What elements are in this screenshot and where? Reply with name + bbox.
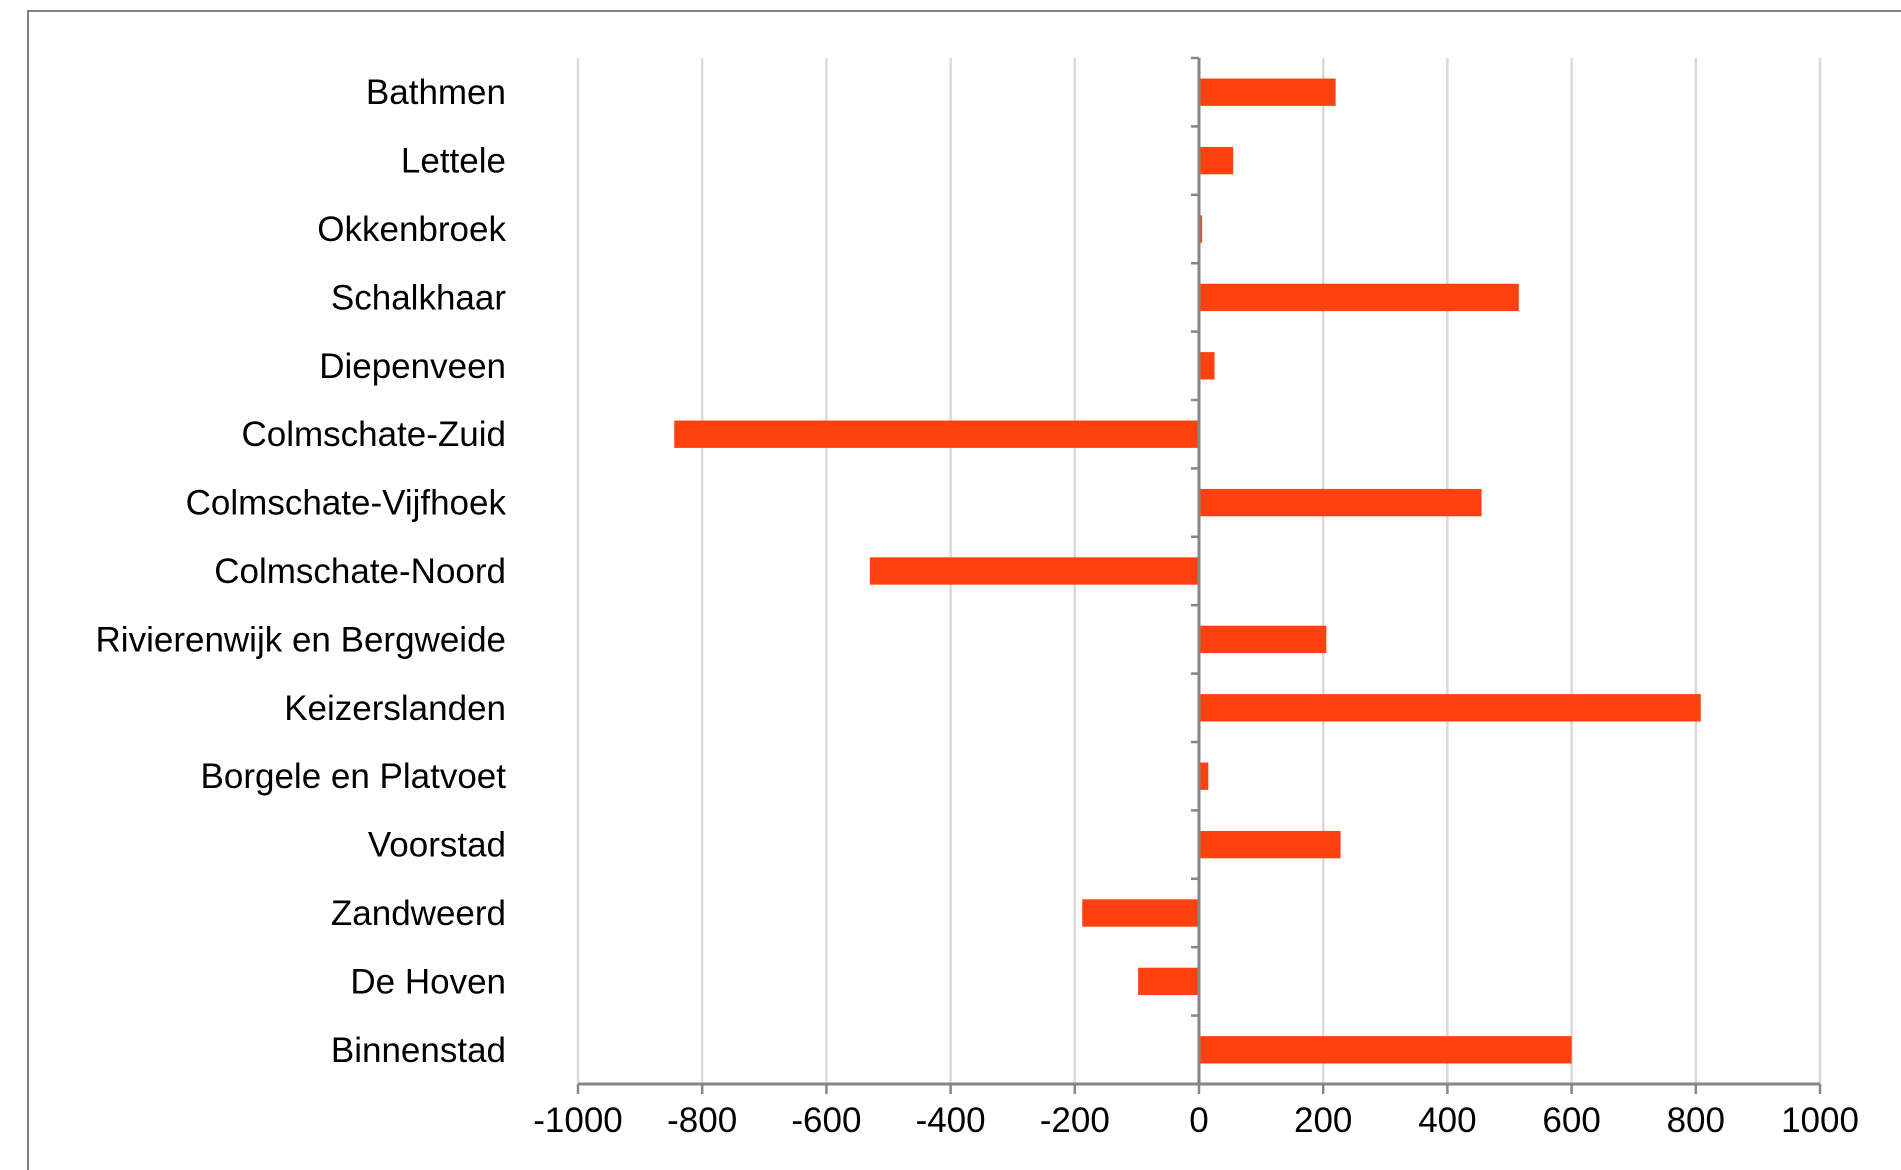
category-label: Colmschate-Vijfhoek [186, 484, 507, 523]
bar [1199, 1036, 1572, 1064]
category-label: Diepenveen [319, 347, 506, 386]
x-tick-labels: -1000 -800 -600 -400 -200 0 200 400 600 800 1000 [533, 1101, 1859, 1140]
axes [576, 56, 1822, 1094]
category-labels: Bathmen Lettele Okkenbroek Schalkhaar Diepen… [96, 73, 507, 1070]
x-tick-label: -400 [916, 1101, 986, 1140]
bar [1199, 146, 1234, 175]
category-label: Colmschate-Noord [214, 552, 506, 591]
x-tick-label: 200 [1294, 1101, 1352, 1140]
chart-frame [27, 10, 1901, 1170]
x-tick-label: -600 [791, 1101, 861, 1140]
bar [1199, 694, 1701, 722]
category-label: De Hoven [350, 962, 506, 1001]
bar [1199, 215, 1203, 243]
bar [1199, 78, 1336, 106]
category-label: Schalkhaar [331, 278, 506, 317]
category-label: Lettele [401, 142, 506, 181]
x-tick-label: 600 [1542, 1101, 1600, 1140]
x-tick-label: 800 [1667, 1101, 1725, 1140]
category-label: Zandweerd [331, 894, 506, 933]
category-label: Okkenbroek [317, 210, 506, 249]
bar [1138, 967, 1199, 996]
bar [1199, 283, 1519, 312]
category-label: Colmschate-Zuid [241, 415, 506, 454]
bar [1199, 352, 1215, 380]
x-tick-label: 1000 [1781, 1101, 1859, 1140]
category-label: Keizerslanden [284, 689, 506, 728]
grid-lines [576, 58, 1822, 1084]
category-label: Bathmen [366, 73, 506, 112]
bar [674, 420, 1199, 448]
category-label: Borgele en Platvoet [201, 757, 507, 796]
bars [674, 78, 1701, 1064]
x-tick-label: -800 [667, 1101, 737, 1140]
bar [1199, 830, 1341, 859]
bar [869, 557, 1199, 585]
x-tick-label: 0 [1189, 1101, 1208, 1140]
x-tick-label: -200 [1040, 1101, 1110, 1140]
bar [1199, 762, 1209, 790]
category-label: Binnenstad [331, 1031, 506, 1070]
bar [1082, 899, 1199, 927]
bar [1199, 625, 1327, 654]
x-tick-label: -1000 [533, 1101, 623, 1140]
category-label: Rivierenwijk en Bergweide [96, 620, 506, 659]
x-tick-label: 400 [1418, 1101, 1476, 1140]
bar [1199, 488, 1482, 517]
category-label: Voorstad [368, 826, 506, 865]
